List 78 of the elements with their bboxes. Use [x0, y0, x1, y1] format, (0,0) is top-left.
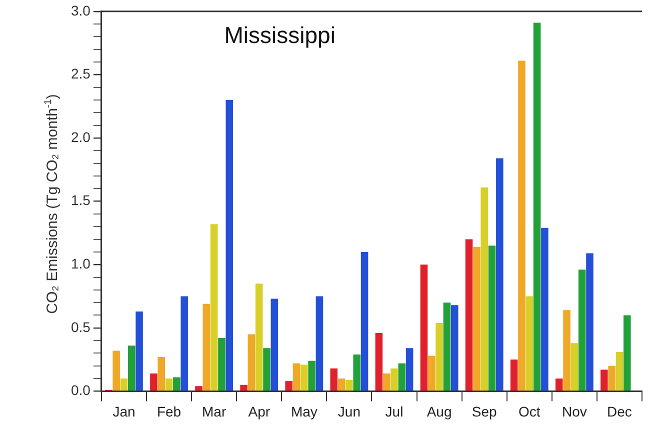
y-tick-label: 0.0 — [70, 382, 91, 398]
bar — [541, 228, 548, 391]
bar — [346, 380, 353, 391]
bar — [436, 322, 443, 391]
bar — [375, 332, 383, 391]
bar — [136, 311, 143, 391]
bar — [150, 373, 158, 391]
bar — [555, 378, 563, 391]
x-tick-label: Dec — [607, 403, 632, 420]
bar — [240, 384, 248, 391]
bar — [443, 302, 451, 391]
bar — [316, 296, 324, 391]
bar — [563, 310, 570, 391]
bar — [338, 378, 346, 391]
bar — [450, 305, 458, 391]
text: Mississippi — [224, 22, 336, 48]
bar — [510, 360, 518, 391]
bar — [353, 354, 361, 391]
y-tick-label: 2.0 — [70, 128, 91, 145]
y-tick-label: 1.0 — [70, 255, 91, 272]
bar — [173, 377, 180, 391]
bar — [608, 366, 616, 391]
x-tick-label: Nov — [562, 403, 587, 420]
y-tick-label: 2.5 — [70, 66, 91, 82]
bar — [586, 253, 594, 391]
bar — [600, 370, 608, 391]
x-tick-label: Feb — [156, 403, 182, 420]
bar — [526, 296, 534, 391]
x-tick-label: Jun — [338, 403, 360, 420]
bar — [195, 386, 202, 391]
x-tick-label: Mar — [202, 403, 226, 420]
x-tick-label: May — [290, 403, 318, 420]
bar — [226, 100, 234, 391]
bar — [255, 284, 263, 391]
bar — [570, 343, 578, 391]
bar — [300, 364, 308, 391]
x-tick-label: Aug — [426, 403, 452, 420]
bar — [308, 360, 316, 391]
bar — [480, 187, 488, 391]
x-tick-label: Oct — [518, 403, 540, 420]
y-tick-label: 1.5 — [70, 192, 91, 208]
bar — [112, 350, 120, 391]
bar — [210, 224, 218, 391]
bar — [616, 352, 624, 391]
bar — [398, 363, 406, 391]
bar — [292, 363, 300, 391]
bar — [128, 346, 136, 391]
x-tick-label: Jan — [112, 403, 136, 420]
bar — [382, 373, 390, 391]
bar — [428, 356, 436, 391]
y-tick-label: 0.5 — [70, 318, 91, 335]
bar — [285, 381, 292, 391]
bar — [330, 368, 338, 391]
bar — [465, 239, 473, 391]
bar — [180, 296, 188, 391]
y-tick-label: 3.0 — [70, 2, 91, 18]
bar — [578, 270, 586, 391]
bar — [390, 368, 398, 391]
bar — [533, 22, 541, 391]
x-tick-label: Sep — [472, 403, 498, 420]
bar — [120, 378, 128, 391]
x-tick-label: Jul — [385, 403, 404, 420]
bar — [406, 348, 414, 391]
bar — [270, 298, 278, 391]
bar — [420, 264, 428, 391]
bar — [624, 315, 631, 391]
bar — [263, 348, 270, 391]
bar — [202, 304, 210, 391]
bar — [360, 252, 368, 391]
bar — [518, 60, 526, 391]
bar — [248, 334, 256, 391]
bar — [496, 158, 504, 391]
bar — [158, 357, 166, 391]
bar — [473, 246, 480, 391]
bar — [488, 246, 496, 391]
x-tick-label: Apr — [248, 403, 270, 420]
bar — [218, 338, 226, 391]
bar — [165, 378, 173, 391]
